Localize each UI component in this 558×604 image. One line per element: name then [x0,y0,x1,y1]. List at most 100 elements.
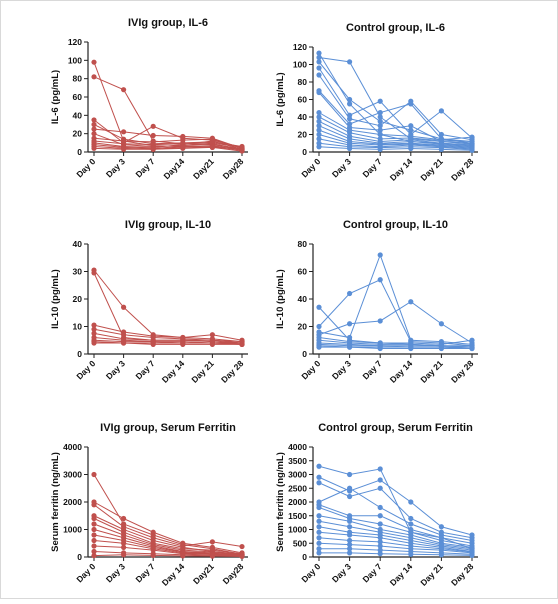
data-point [408,299,414,305]
series-line [93,144,243,151]
data-point [377,118,383,124]
series-line [93,137,243,149]
series-line [93,269,243,343]
data-point [91,117,97,123]
data-point [316,480,322,486]
data-point [91,502,97,508]
data-point [239,553,245,560]
y-tick-label: 30 [73,267,83,277]
data-point [377,477,383,483]
data-point [91,515,97,522]
series-line [93,518,243,555]
series-line [318,138,473,149]
series-line [318,120,473,146]
series-line [93,140,243,148]
data-point [347,524,353,530]
series-line [319,552,473,556]
y-tick-label: 60 [73,92,83,102]
data-point [347,101,353,107]
data-point [91,521,97,527]
y-tick-label: 10 [73,322,83,332]
data-point [316,59,322,65]
data-point [316,529,322,535]
data-point [377,547,383,553]
data-point [150,123,156,129]
data-point [150,552,156,558]
data-point [209,553,215,559]
y-tick-label: 100 [293,60,307,70]
data-point [469,345,475,352]
series-line [318,537,473,553]
data-point [121,544,127,550]
y-tick-label: 40 [73,110,83,120]
data-point [239,148,245,154]
series-line [318,116,473,142]
data-point [408,101,414,107]
data-point [91,537,97,544]
y-tick-label: 3000 [63,470,82,480]
data-point [121,129,127,135]
data-point [91,145,97,151]
data-point [316,504,322,511]
data-point [377,318,383,324]
series-line [318,526,473,551]
data-point [347,550,353,556]
series-line [318,74,473,141]
series-line [93,332,243,344]
series-line [318,146,473,151]
data-point [316,524,322,530]
y-tick-label: 120 [293,42,307,52]
series-line [93,529,243,556]
y-tick-label: 40 [298,112,308,122]
data-point [377,131,383,138]
data-point [316,89,322,96]
data-point [347,485,353,491]
data-point [469,552,475,558]
series-line [318,253,473,345]
data-point [316,50,322,56]
series-line [93,504,243,548]
data-point [438,131,444,138]
data-point [377,252,383,258]
data-point [91,330,97,336]
series-line [318,112,473,141]
data-point [347,471,353,478]
data-point [377,123,383,129]
data-point [316,54,322,61]
series-line [318,507,473,547]
data-point [180,553,186,559]
y-tick-label: 3000 [288,470,307,480]
data-point [408,127,414,133]
series-line [93,554,243,557]
data-point [377,521,383,527]
data-point [91,553,97,559]
series-line [318,476,473,536]
y-tick-label: 3500 [288,456,307,466]
series-line [93,119,243,148]
y-tick-label: 20 [298,130,308,140]
data-point [408,145,414,152]
data-point [377,539,383,545]
data-point [347,344,353,350]
series-line [318,92,473,145]
y-axis-label: IL-6 (pg/mL) [50,70,61,124]
series-line [93,515,243,555]
data-point [209,138,215,144]
data-point [316,114,322,120]
data-point [316,323,322,330]
data-point [121,332,127,338]
data-point [316,123,322,129]
data-point [316,144,322,150]
series-line [93,545,243,557]
data-point [180,145,186,151]
y-tick-label: 120 [68,37,82,47]
data-point [121,340,127,346]
data-point [377,535,383,541]
data-point [239,341,245,347]
data-point [408,551,414,557]
data-point [91,543,97,549]
y-axis-label: Serum ferritin (ng/mL) [275,452,286,552]
y-tick-label: 60 [298,95,308,105]
y-tick-label: 500 [293,538,307,548]
